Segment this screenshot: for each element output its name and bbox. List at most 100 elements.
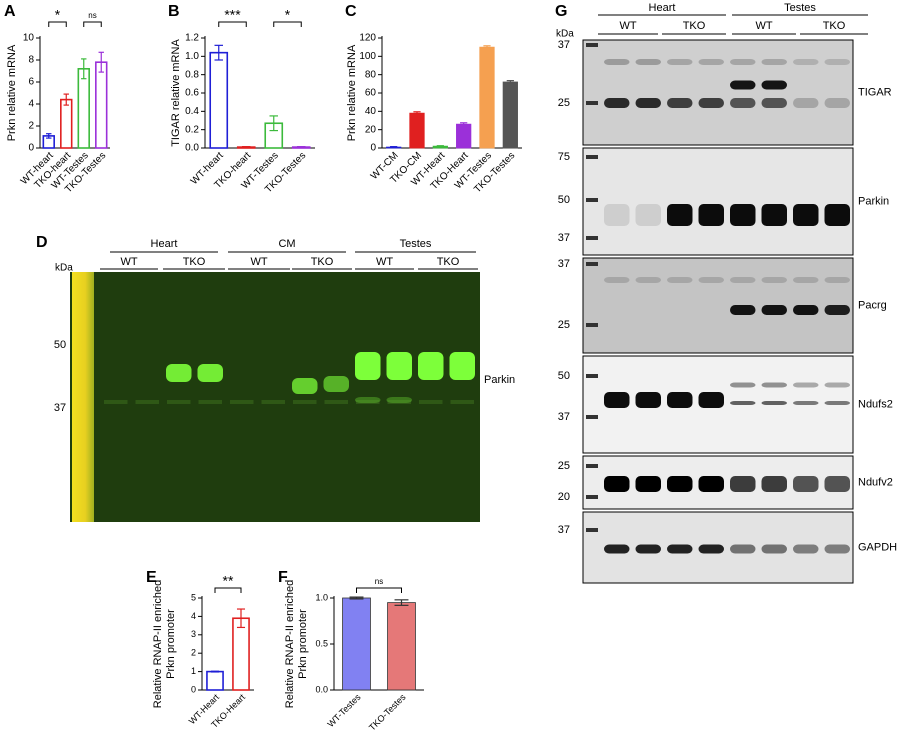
marker-label: 25 — [558, 97, 570, 109]
significance-label: * — [55, 7, 61, 23]
gel-lane-faint — [261, 400, 285, 404]
panel-letter: G — [555, 3, 567, 20]
ladder-band — [586, 415, 598, 419]
bar — [479, 46, 495, 149]
y-tick-label: 10 — [23, 33, 35, 44]
blot-band — [761, 98, 787, 108]
gel-lane-faint — [135, 400, 159, 404]
significance-bracket — [214, 587, 242, 593]
blot-band — [761, 277, 787, 283]
blot-band — [604, 59, 630, 65]
error-bar — [390, 146, 398, 149]
gel-lane-faint — [387, 400, 411, 404]
gel-band — [418, 352, 444, 380]
protein-label: Ndufv2 — [858, 476, 893, 488]
y-tick-label: 20 — [365, 124, 377, 135]
error-bar — [413, 111, 421, 116]
marker-label: 50 — [558, 370, 570, 382]
significance-label: ns — [88, 11, 96, 20]
blot-band — [604, 98, 630, 108]
gel-band — [323, 376, 349, 392]
error-bar — [394, 599, 409, 606]
lane-label: TKO — [683, 20, 706, 32]
y-tick-label: 0.0 — [185, 143, 199, 154]
y-axis-label: Relative RNAP-II enriched — [152, 580, 164, 708]
blot-band — [730, 80, 756, 90]
significance-bracket — [48, 21, 67, 27]
y-tick-label: 1.2 — [185, 33, 199, 44]
bar — [342, 597, 371, 691]
blot-band — [824, 59, 850, 65]
lane-label: TKO — [311, 256, 334, 268]
marker-label: 37 — [558, 232, 570, 244]
protein-label: Ndufs2 — [858, 398, 893, 410]
y-tick-label: 1.0 — [315, 592, 328, 602]
blot-band — [667, 98, 693, 108]
protein-label: Pacrg — [858, 299, 887, 311]
blot-band — [698, 277, 724, 283]
marker-label: 37 — [558, 39, 570, 51]
ladder-band — [586, 236, 598, 240]
ladder-band — [586, 495, 598, 499]
panel-letter: B — [168, 3, 180, 20]
blot-band — [793, 382, 819, 388]
marker-label: 50 — [54, 339, 66, 351]
blot-band — [824, 98, 850, 108]
error-bar — [98, 51, 104, 73]
lane-label: TKO — [437, 256, 460, 268]
gel-band — [197, 364, 223, 382]
gel-lane-faint — [419, 400, 443, 404]
marker-label: 37 — [558, 411, 570, 423]
blot-band — [761, 305, 787, 315]
bar — [77, 68, 90, 149]
error-bar — [296, 146, 306, 149]
blot-panel — [582, 39, 854, 146]
protein-label: TIGAR — [858, 86, 892, 98]
blot-band — [667, 476, 693, 492]
lane-label: WT — [376, 256, 393, 268]
bar — [209, 51, 229, 149]
blot-band — [730, 277, 756, 283]
blot-band — [698, 544, 724, 554]
blot-band — [667, 59, 693, 65]
gel-band — [386, 397, 412, 403]
blot-band — [604, 277, 630, 283]
marker-label: 20 — [558, 491, 570, 503]
blot-band — [824, 204, 850, 226]
blot-band — [761, 204, 787, 226]
gel-band — [355, 352, 381, 380]
marker-label: 25 — [558, 460, 570, 472]
y-axis-label: Prkn relative mRNA — [346, 44, 358, 141]
gel-lane-faint — [230, 400, 254, 404]
blot-band — [698, 204, 724, 226]
unit-label: kDa — [55, 263, 73, 274]
blot-band — [698, 98, 724, 108]
blot-band — [635, 392, 661, 408]
x-tick-label: TKO-Testes — [367, 692, 408, 731]
error-bar — [63, 93, 69, 106]
y-tick-label: 4 — [28, 99, 34, 110]
error-bar — [241, 146, 251, 149]
significance-label: * — [285, 7, 291, 23]
blot-band — [635, 544, 661, 554]
blot-band — [667, 392, 693, 408]
blot-band — [824, 544, 850, 554]
gel-lane-faint — [324, 400, 348, 404]
error-bar — [460, 122, 468, 127]
blot-band — [761, 80, 787, 90]
gel-band — [355, 397, 381, 403]
y-tick-label: 120 — [359, 33, 376, 44]
panel-letter: D — [36, 234, 48, 251]
significance-bracket — [273, 21, 302, 27]
error-bar — [483, 45, 491, 50]
blot-band — [793, 277, 819, 283]
protein-label: Parkin — [484, 374, 515, 386]
blot-band — [635, 98, 661, 108]
y-tick-label: 0.2 — [185, 124, 199, 135]
marker-label: 37 — [558, 524, 570, 536]
ladder-band — [586, 262, 598, 266]
blot-band — [793, 59, 819, 65]
y-tick-label: 0 — [28, 143, 34, 154]
bar — [206, 670, 224, 691]
blot-band — [761, 544, 787, 554]
